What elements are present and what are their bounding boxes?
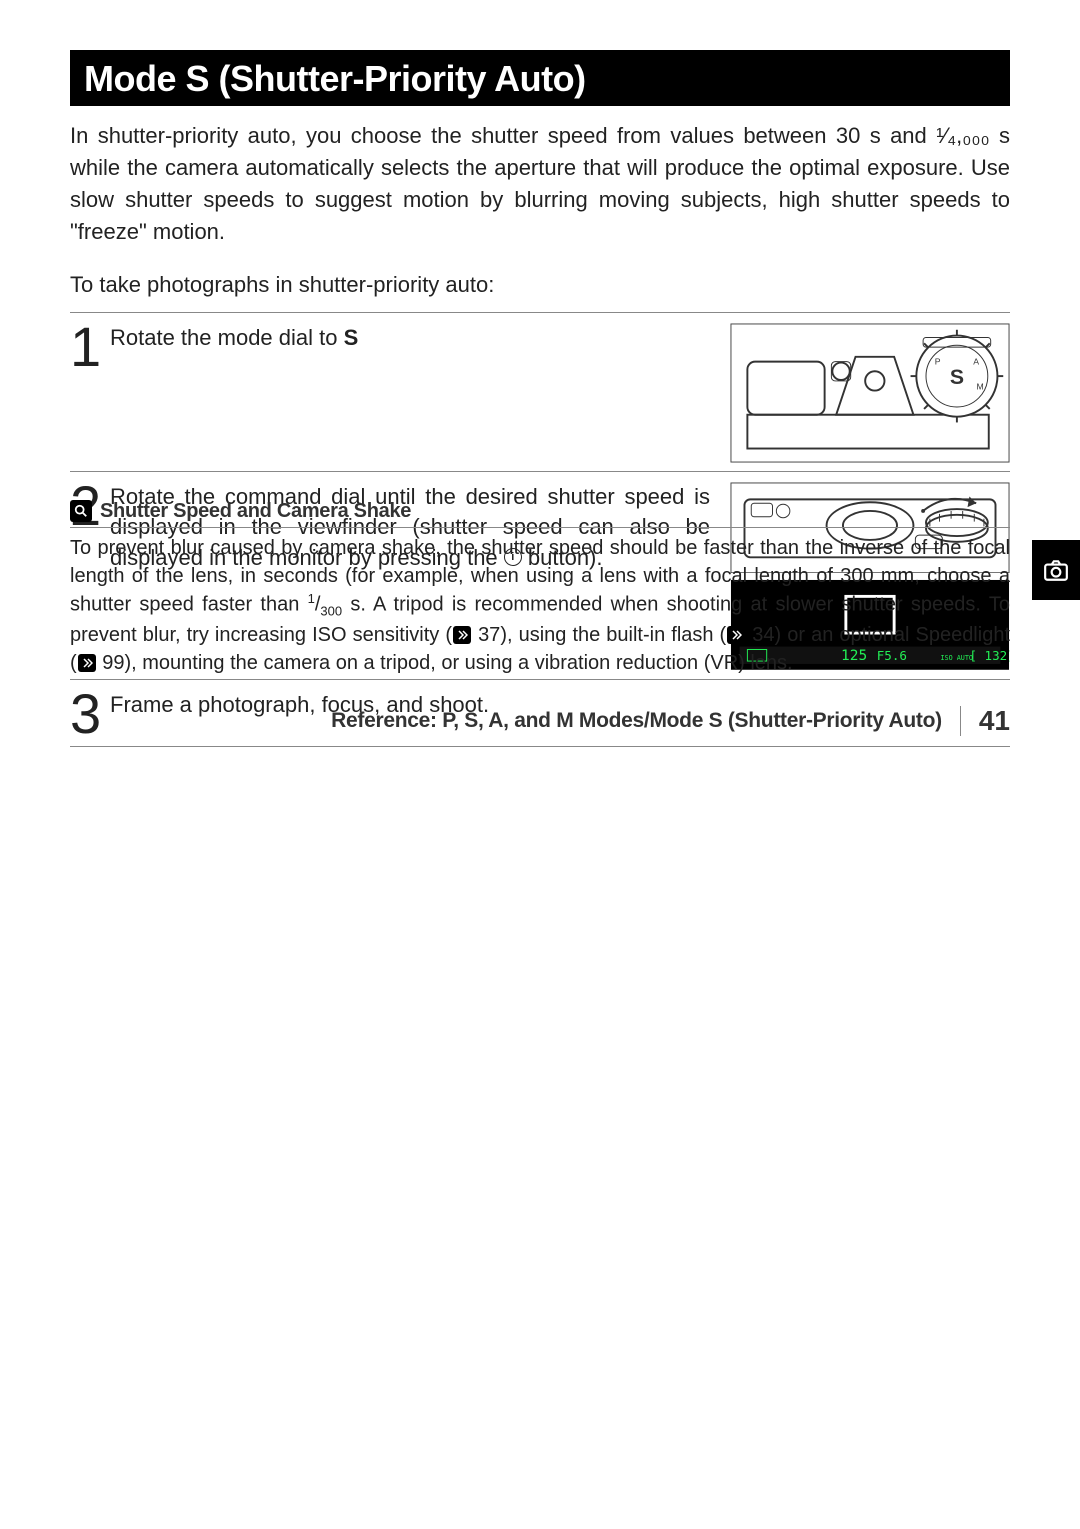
ref-2: 34	[752, 624, 774, 646]
ref-1: 37	[478, 624, 500, 646]
note-title: Shutter Speed and Camera Shake	[100, 500, 411, 523]
footer-breadcrumb: Reference: P, S, A, and M Modes/Mode S (…	[331, 709, 942, 733]
intro-lead: To take photographs in shutter-priority …	[70, 272, 1010, 298]
step-1: 1 Rotate the mode dial to S	[70, 312, 1010, 471]
fraction-denominator: 300	[320, 603, 342, 618]
note-body: To prevent blur caused by camera shake, …	[70, 534, 1010, 677]
step-number: 1	[70, 323, 110, 371]
page-ref-icon	[453, 626, 471, 644]
section-tab	[1032, 540, 1080, 600]
page-number: 41	[979, 705, 1010, 737]
note-body-5: ), mounting the camera on a tripod, or u…	[124, 652, 792, 674]
ref-3: 99	[102, 652, 124, 674]
fraction-numerator: 1	[308, 591, 315, 606]
intro-paragraph: In shutter-priority auto, you choose the…	[70, 120, 1010, 248]
camera-icon	[1043, 557, 1069, 583]
camera-top-icon: S P A M	[730, 323, 1010, 463]
svg-text:A: A	[973, 356, 979, 366]
step-number: 3	[70, 690, 110, 738]
step-1-text: Rotate the mode dial to	[110, 325, 344, 350]
page-footer: Reference: P, S, A, and M Modes/Mode S (…	[331, 705, 1010, 737]
step-1-illustration: S P A M	[720, 323, 1010, 463]
section-title: Mode S (Shutter-Priority Auto)	[70, 50, 1010, 106]
note-box: Shutter Speed and Camera Shake To preven…	[70, 500, 1010, 677]
manual-page: Mode S (Shutter-Priority Auto) In shutte…	[0, 0, 1080, 777]
svg-text:M: M	[976, 381, 983, 391]
footer-divider	[960, 706, 961, 736]
step-text: Rotate the mode dial to S	[110, 323, 720, 354]
mode-letter: S	[344, 325, 359, 350]
svg-text:S: S	[950, 364, 964, 388]
magnifier-icon	[70, 500, 92, 522]
svg-text:P: P	[935, 356, 941, 366]
page-ref-icon	[78, 654, 96, 672]
note-body-3: ), using the built-in flash (	[500, 624, 726, 646]
page-ref-icon	[727, 626, 745, 644]
note-title-row: Shutter Speed and Camera Shake	[70, 500, 1010, 528]
